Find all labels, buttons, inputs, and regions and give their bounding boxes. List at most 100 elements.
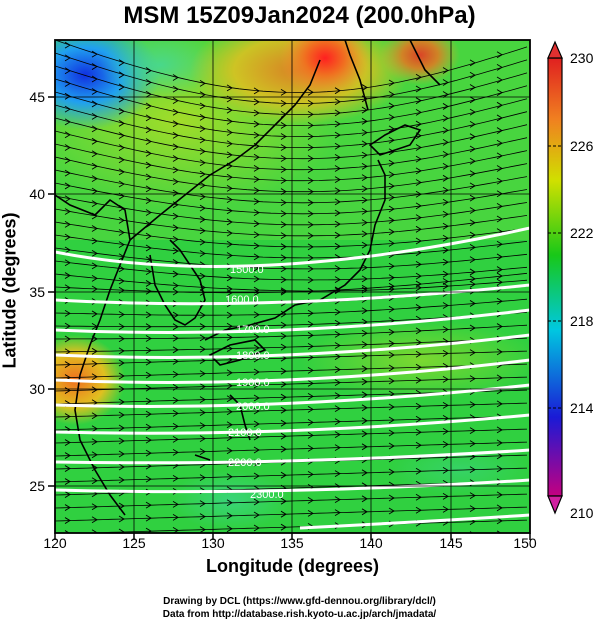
wind-arrow [415, 350, 422, 358]
wind-arrow [145, 149, 152, 157]
wind-arrow [307, 166, 314, 173]
wind-arrow [334, 287, 341, 295]
wind-arrow [91, 175, 98, 183]
wind-arrow [64, 220, 71, 228]
wind-arrow [442, 278, 449, 285]
wind-arrow [388, 125, 395, 133]
wind-arrow [118, 107, 125, 115]
wind-arrow [334, 198, 341, 206]
wind-arrow [280, 419, 287, 427]
wind-arrow [442, 467, 449, 474]
wind-arrow [442, 79, 449, 86]
wind-arrow [253, 120, 260, 128]
wind-arrow [280, 265, 287, 273]
wind-arrow [307, 419, 314, 426]
wind-arrow [415, 108, 422, 116]
wind-arrow [226, 196, 233, 203]
wind-arrow [307, 88, 314, 96]
wind-arrow [280, 88, 287, 96]
wind-arrow [253, 407, 260, 415]
wind-arrow [64, 478, 71, 485]
wind-arrow [199, 136, 206, 144]
wind-arrow [253, 131, 260, 139]
x-tick-label: 140 [359, 535, 383, 551]
wind-arrow [334, 109, 341, 117]
wind-arrow [226, 129, 233, 136]
wind-arrow [172, 474, 179, 482]
wind-arrow [307, 406, 314, 413]
wind-arrow [226, 499, 233, 507]
wind-arrow [361, 275, 368, 283]
y-tick-label: 40 [29, 186, 45, 202]
wind-arrow [91, 285, 98, 293]
wind-arrow [469, 349, 476, 357]
wind-arrow [118, 156, 125, 164]
wind-arrow [64, 387, 71, 394]
wind-arrow [307, 497, 314, 504]
wind-arrow [388, 217, 395, 224]
wind-arrow [199, 204, 206, 212]
wind-arrow [91, 63, 98, 70]
wind-arrow [199, 113, 206, 121]
wind-arrow [173, 540, 178, 546]
wind-arrow [280, 510, 287, 518]
wind-arrow [442, 493, 449, 500]
wind-arrow [226, 289, 233, 297]
wind-arrow [172, 396, 179, 404]
wind-arrow [335, 536, 340, 542]
contour-label: 2200.0 [228, 457, 262, 469]
wind-arrow [361, 391, 368, 399]
wind-arrow [388, 429, 395, 437]
wind-arrow [334, 342, 341, 349]
wind-arrow [442, 376, 449, 383]
colorbar-label: 218 [570, 313, 594, 329]
wind-arrow [496, 64, 503, 71]
wind-arrow [226, 151, 233, 159]
wind-arrow [496, 504, 503, 512]
wind-arrow [118, 71, 125, 79]
y-tick-labels: 25 30 35 40 45 [29, 89, 45, 494]
wind-arrow [415, 493, 422, 501]
wind-arrow [280, 177, 287, 184]
wind-arrow [361, 417, 368, 425]
wind-arrow [145, 209, 152, 216]
wind-arrow [280, 276, 287, 284]
wind-arrow [91, 250, 98, 257]
wind-arrow [64, 413, 71, 420]
wind-arrow [118, 450, 125, 458]
wind-arrow [442, 415, 449, 422]
wind-arrow [226, 229, 233, 237]
wind-arrow [199, 125, 206, 133]
wind-arrow [415, 304, 422, 311]
colorbar-label: 226 [570, 138, 594, 154]
wind-arrow [361, 84, 368, 91]
wind-arrow [388, 340, 395, 347]
wind-arrow [307, 155, 314, 162]
wind-arrow [415, 327, 422, 335]
wind-arrow [361, 352, 368, 360]
wind-arrow [118, 437, 125, 445]
wind-arrow [118, 347, 125, 355]
wind-arrow [64, 67, 71, 75]
wind-arrow [172, 409, 179, 417]
wind-arrow [334, 209, 341, 217]
wind-arrow [388, 182, 395, 190]
wind-arrow [226, 185, 233, 192]
wind-arrow [118, 132, 125, 139]
wind-arrow [91, 75, 98, 83]
wind-arrow [307, 320, 314, 328]
wind-arrow [280, 287, 287, 295]
wind-arrow [64, 439, 71, 446]
wind-arrow [361, 196, 368, 204]
wind-arrow [334, 392, 341, 399]
wind-arrow [307, 510, 314, 517]
wind-arrow [280, 155, 287, 162]
wind-arrow [280, 188, 287, 195]
wind-arrow [226, 274, 233, 282]
colorbar-labels: 230 226 222 218 214 210 [570, 50, 594, 521]
wind-arrow [172, 85, 179, 93]
wind-arrow [496, 152, 503, 160]
wind-arrow [226, 525, 233, 533]
wind-arrow [64, 335, 71, 343]
